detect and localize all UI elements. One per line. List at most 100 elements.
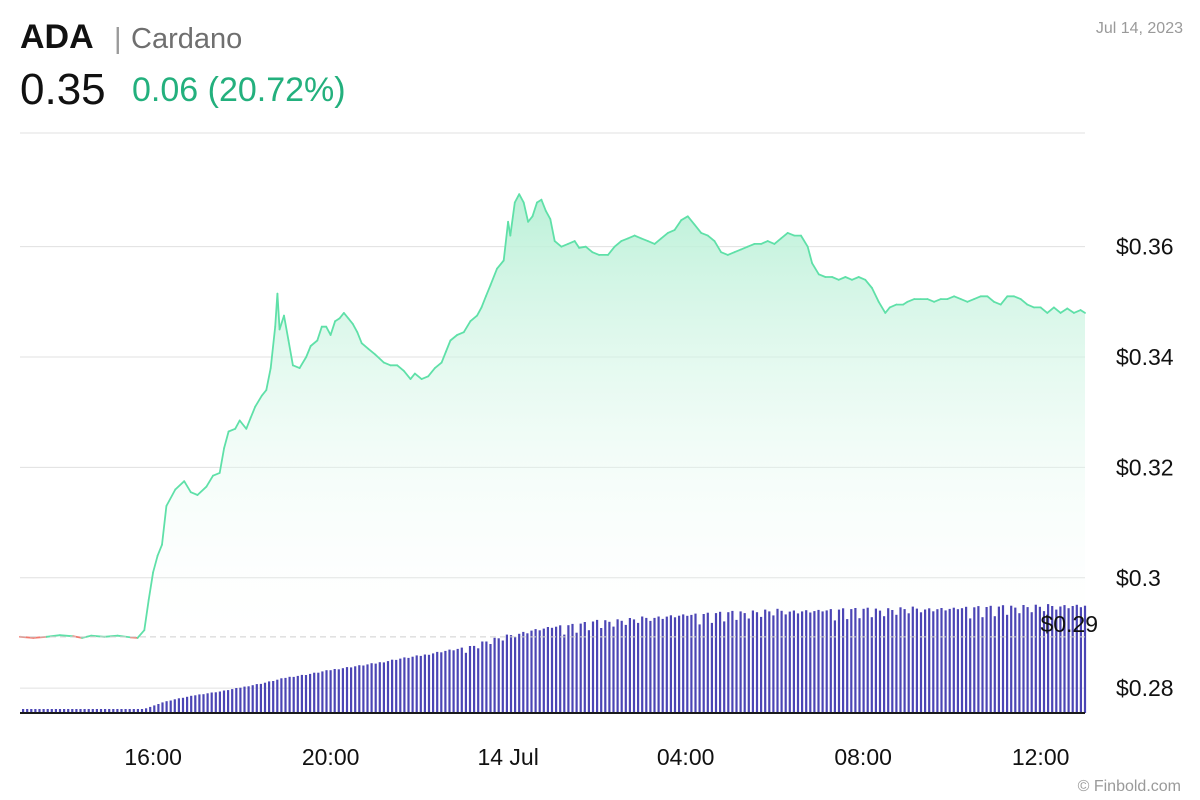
volume-bar	[653, 617, 656, 713]
source-credit: © Finbold.com	[1078, 778, 1181, 795]
volume-bar	[1010, 605, 1013, 713]
volume-bar	[760, 616, 763, 713]
price-segment	[287, 339, 294, 367]
price-segment	[212, 471, 221, 477]
price-segment	[620, 237, 629, 243]
volume-bar	[579, 623, 582, 713]
volume-bar	[678, 615, 681, 713]
volume-bar	[866, 607, 869, 713]
volume-bar	[337, 669, 340, 713]
volume-bar	[116, 709, 119, 713]
volume-bar	[624, 624, 627, 713]
volume-bar	[919, 612, 923, 713]
volume-bar	[268, 681, 271, 713]
volume-bar	[825, 610, 828, 713]
price-segment	[693, 223, 703, 234]
volume-bar	[239, 687, 242, 713]
volume-bar	[231, 689, 234, 713]
price-segment	[1026, 303, 1035, 309]
price-segment	[276, 292, 281, 331]
price-segment	[161, 505, 168, 546]
x-tick-label: 04:00	[657, 744, 715, 770]
volume-bar	[1055, 609, 1058, 713]
price-segment	[966, 298, 975, 303]
volume-bar	[263, 682, 267, 713]
volume-bar	[657, 616, 660, 713]
volume-bar	[600, 628, 603, 713]
price-segment	[183, 480, 192, 494]
price-segment	[746, 242, 756, 248]
volume-bar	[505, 634, 508, 713]
volume-bar	[235, 688, 238, 713]
price-segment	[740, 245, 749, 251]
volume-bar	[71, 709, 74, 713]
volume-bar	[427, 654, 431, 713]
volume-bars	[20, 604, 1087, 714]
volume-bar	[805, 610, 808, 713]
volume-bar	[63, 709, 66, 713]
volume-bar	[891, 610, 894, 713]
x-axis-ticks: 16:00 20:00 14 Jul 04:00 08:00 12:00	[124, 744, 1069, 770]
volume-bar	[563, 634, 566, 713]
volume-bar	[637, 622, 640, 713]
volume-bar	[321, 671, 324, 713]
volume-bar	[1067, 608, 1070, 713]
y-tick-label: $0.28	[1116, 675, 1174, 701]
price-segment	[338, 311, 345, 320]
volume-bar	[936, 609, 939, 713]
price-segment	[1053, 306, 1062, 314]
volume-bar	[993, 616, 996, 713]
price-segment	[260, 389, 268, 397]
price-segment	[578, 245, 587, 249]
volume-bar	[333, 669, 336, 713]
volume-bar	[887, 608, 890, 713]
volume-bar	[214, 692, 217, 713]
price-segment	[647, 240, 656, 245]
volume-bar	[378, 662, 381, 713]
price-segment	[953, 295, 962, 301]
price-segment	[329, 320, 337, 336]
volume-bar	[714, 613, 718, 713]
price-segment	[680, 215, 689, 222]
price-segment	[402, 369, 412, 381]
price-segment	[196, 485, 208, 496]
asset-name: Cardano	[131, 23, 242, 55]
y-tick-label: $0.32	[1116, 454, 1174, 480]
volume-bar	[222, 690, 226, 713]
price-segment	[973, 295, 982, 301]
volume-bar	[858, 618, 861, 713]
price-segment	[45, 634, 61, 638]
y-axis-ticks: $0.36 $0.34 $0.32 $0.3 $0.28	[1116, 234, 1174, 702]
volume-bar	[772, 615, 775, 713]
volume-bar	[46, 709, 49, 713]
volume-bar	[382, 662, 385, 713]
price-segment	[513, 193, 521, 204]
volume-bar	[26, 709, 29, 713]
volume-bar	[206, 693, 209, 713]
price-segment	[342, 311, 350, 320]
volume-bar	[1022, 605, 1025, 713]
volume-bar	[641, 616, 644, 713]
volume-bar	[829, 609, 832, 713]
price-segment	[857, 276, 867, 281]
volume-bar	[731, 610, 734, 713]
volume-bar	[948, 608, 951, 713]
volume-bar	[67, 709, 70, 713]
volume-bar	[161, 702, 164, 713]
volume-bar	[255, 684, 258, 713]
volume-bar	[784, 614, 787, 713]
volume-bar	[973, 607, 976, 713]
volume-bar	[341, 668, 344, 713]
price-segment	[249, 405, 257, 419]
volume-bar	[854, 608, 857, 713]
volume-bar	[969, 618, 972, 713]
price-segment	[993, 300, 1002, 306]
volume-bar	[924, 609, 927, 713]
price-segment	[156, 543, 163, 557]
price-segment	[560, 242, 569, 248]
price-segment	[1019, 298, 1029, 306]
price-segment	[553, 240, 563, 248]
volume-bar	[75, 709, 78, 713]
price-segment	[844, 276, 853, 281]
volume-bar	[989, 605, 992, 713]
